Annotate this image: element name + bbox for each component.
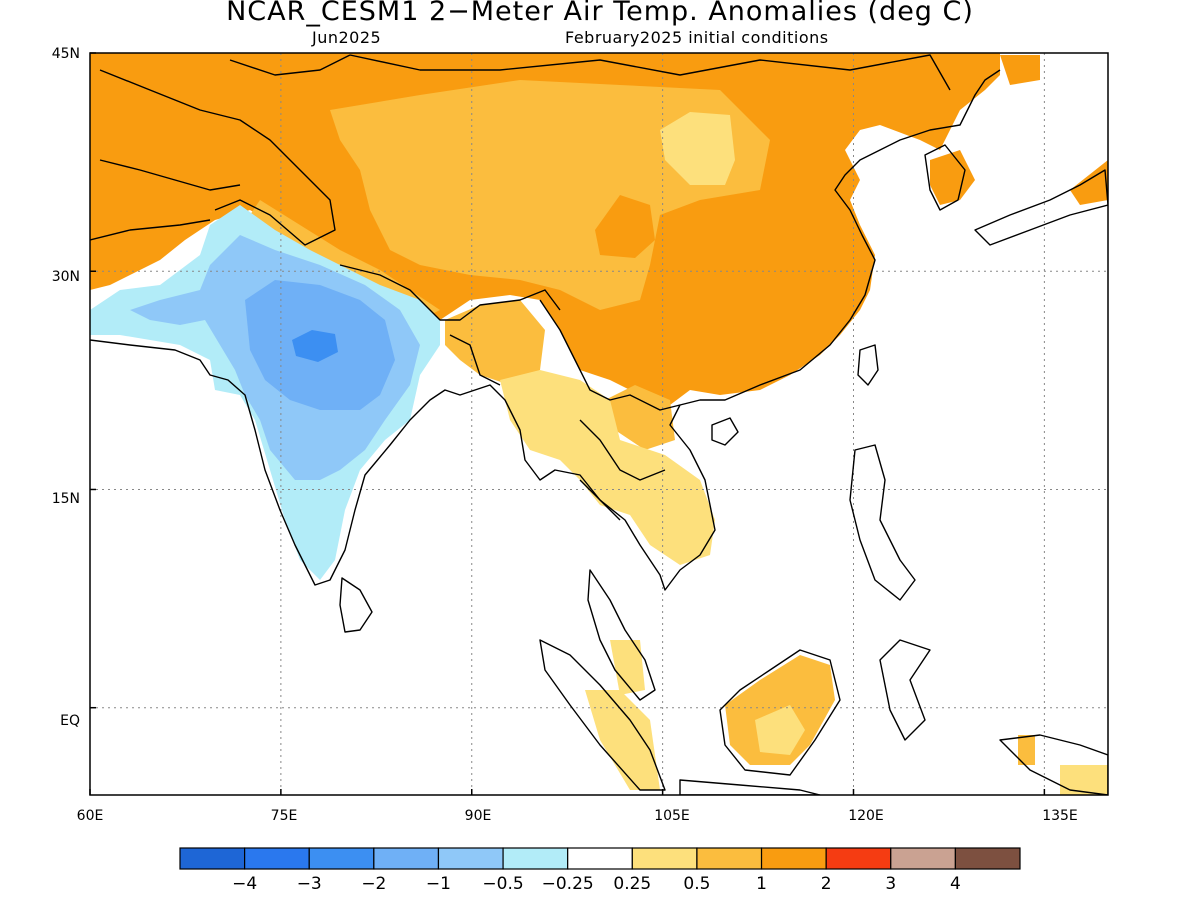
colorbar-label: 0.25 (613, 874, 651, 894)
colorbar-label: −3 (297, 874, 322, 894)
map-area (90, 53, 1108, 795)
colorbar-swatch (179, 847, 246, 870)
colorbar-label: −2 (361, 874, 386, 894)
x-tick-label-75e: 75E (271, 808, 298, 824)
forecast-month-label: Jun2025 (312, 28, 382, 47)
anomaly-band-0.25-to-0.5-sumatra (585, 690, 660, 790)
colorbar-label: −0.5 (482, 874, 523, 894)
colorbar-label: 0.5 (683, 874, 710, 894)
colorbar-label: −0.25 (542, 874, 594, 894)
map-title: NCAR_CESM1 2−Meter Air Temp. Anomalies (… (226, 0, 974, 27)
colorbar-swatch (760, 847, 827, 870)
colorbar-swatch (308, 847, 375, 870)
colorbar-label: −1 (426, 874, 451, 894)
colorbar-label: −4 (232, 874, 257, 894)
colorbar-label: 4 (950, 874, 961, 894)
initial-conditions-label: February2025 initial conditions (565, 28, 829, 47)
anomaly-band-0.5-to-1-china (330, 80, 770, 310)
anomaly-band-0.25-to-0.5-new-guinea (1060, 765, 1108, 795)
colorbar-swatch (631, 847, 698, 870)
x-tick-label-105e: 105E (654, 808, 690, 824)
colorbar-label: 1 (756, 874, 767, 894)
x-tick-label-60e: 60E (77, 808, 104, 824)
x-axis: 60E 75E 90E 105E 120E 135E (77, 808, 1078, 824)
anomaly-band-0.25-to-0.5-malaya (610, 640, 645, 695)
anomaly-band-0.25-to-0.5-borneo-core (755, 705, 805, 755)
anomaly-band-0.5-to-1-sulawesi (1018, 735, 1035, 765)
colorbar-labels: −4 −3 −2 −1 −0.5 −0.25 0.25 0.5 1 2 3 4 (232, 874, 961, 894)
anomaly-band-1-to-2-china-blob (595, 195, 655, 258)
colorbar-swatch (437, 847, 504, 870)
colorbar-swatch (502, 847, 569, 870)
colorbar-swatch (890, 847, 956, 870)
y-tick-label-30n: 30N (52, 269, 80, 285)
colorbar (179, 847, 1021, 870)
colorbar-label: 2 (821, 874, 832, 894)
y-tick-label-15n: 15N (52, 491, 80, 507)
anomaly-band-0.5-to-1-myanmar (445, 300, 545, 385)
x-tick-label-90e: 90E (465, 808, 492, 824)
y-tick-label-45n: 45N (52, 46, 80, 62)
anomaly-band-neg3-to-neg2-india (292, 330, 338, 362)
y-tick-label-eq: EQ (60, 713, 80, 729)
colorbar-swatch (825, 847, 892, 870)
x-tick-label-135e: 135E (1042, 808, 1078, 824)
plot-frame (89, 52, 1109, 796)
anomaly-band-1-to-2-korea (930, 150, 975, 205)
colorbar-swatch (244, 847, 310, 870)
anomaly-band-0.5-to-1-laos (605, 385, 675, 450)
anomaly-band-1-to-2-japan (1070, 160, 1108, 205)
colorbar-swatch (696, 847, 763, 870)
colorbar-swatch (954, 847, 1021, 870)
coastlines-borders (90, 54, 1108, 795)
axis-ticks (89, 52, 1046, 795)
anomaly-band-1-to-2-hokkaido (1000, 55, 1040, 85)
y-axis: 45N 30N 15N EQ (52, 46, 80, 729)
x-tick-label-120e: 120E (848, 808, 884, 824)
colorbar-swatch (567, 847, 633, 870)
colorbar-swatch (373, 847, 440, 870)
anomaly-band-0.25-to-0.5-mongolia (660, 112, 735, 185)
lat-lon-gridlines (90, 53, 1108, 795)
colorbar-label: 3 (885, 874, 896, 894)
anomaly-band-0.25-to-0.5-indochina (500, 370, 715, 565)
